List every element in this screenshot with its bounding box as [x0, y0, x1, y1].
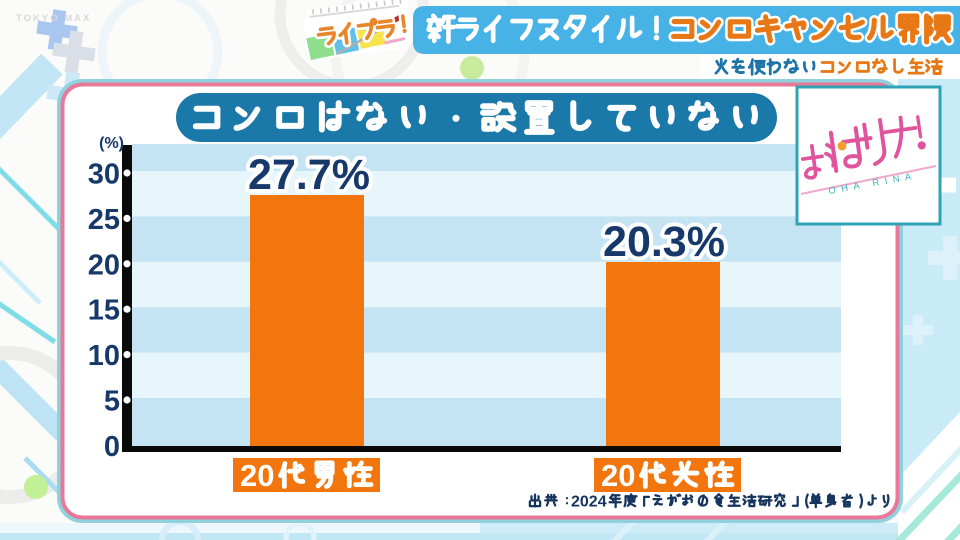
svg-text:20: 20 [601, 458, 635, 493]
svg-text:15: 15 [88, 295, 120, 327]
svg-text:10: 10 [88, 340, 120, 372]
svg-text:2024: 2024 [571, 494, 607, 511]
svg-text:20: 20 [240, 458, 274, 493]
svg-text:25: 25 [88, 204, 120, 236]
svg-text:5: 5 [104, 386, 120, 418]
svg-text:20: 20 [88, 249, 120, 281]
svg-text:0: 0 [104, 431, 120, 463]
svg-text:20.3%: 20.3% [603, 218, 725, 266]
svg-text:27.7%: 27.7% [248, 151, 370, 199]
svg-text:30: 30 [88, 159, 120, 191]
svg-text:TOKYO MAX: TOKYO MAX [16, 13, 91, 24]
svg-text:20.3%: 20.3% [603, 218, 725, 266]
svg-text:27.7%: 27.7% [248, 151, 370, 199]
svg-text:(%): (%) [99, 135, 124, 152]
